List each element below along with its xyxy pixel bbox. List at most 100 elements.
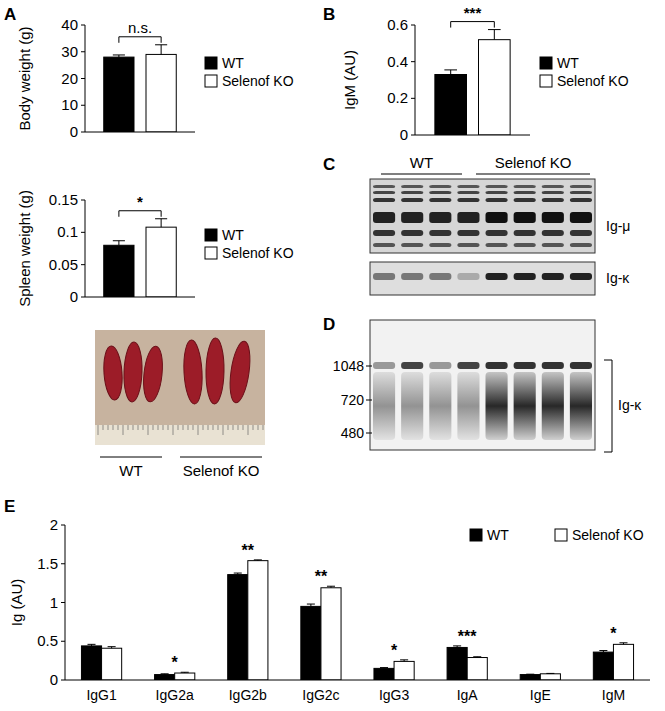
ruler-tick: [258, 425, 259, 430]
band: [570, 212, 592, 223]
blot-mu: [370, 179, 595, 253]
x-axis: [415, 135, 530, 136]
significance: **: [315, 568, 328, 585]
ruler-tick: [113, 425, 114, 430]
error-cap: [380, 667, 388, 668]
error-cap: [546, 673, 554, 674]
marker-label: 1048: [333, 358, 364, 374]
band: [457, 230, 479, 236]
ruler-tick: [188, 425, 189, 430]
bar: [102, 648, 122, 680]
band: [514, 198, 536, 202]
error-bar: [526, 674, 534, 675]
y-axis-label: Ig (AU): [8, 579, 25, 627]
significance: ***: [464, 4, 482, 21]
band: [373, 185, 395, 188]
group-line: [100, 457, 162, 458]
significance: *: [172, 654, 179, 671]
band: [429, 230, 451, 236]
y-tick-label: 0.2: [387, 89, 408, 106]
error-cap: [155, 218, 167, 219]
error-bar: [444, 70, 457, 75]
spleen: [123, 342, 143, 403]
error-bar: [307, 604, 315, 606]
marker-label: 480: [341, 425, 365, 441]
ruler-tick: [168, 425, 169, 430]
error-line: [450, 70, 451, 75]
band: [514, 185, 536, 188]
ruler-tick: [173, 425, 174, 435]
y-tick-label: 0.05: [49, 256, 78, 273]
group-line: [180, 457, 262, 458]
band: [570, 185, 592, 188]
error-bar: [400, 660, 408, 662]
band: [429, 191, 451, 194]
error-cap: [155, 44, 167, 45]
legend-swatch: [540, 57, 552, 69]
error-bar: [546, 673, 554, 674]
x-tick-label: IgG2b: [229, 687, 267, 703]
y-tick-label: 0.1: [57, 223, 78, 240]
legend-swatch: [540, 75, 552, 87]
group-label: WT: [410, 154, 433, 171]
error-cap: [599, 650, 607, 651]
smear: [429, 372, 451, 440]
band: [373, 212, 395, 223]
y-tick-label: 20: [61, 70, 78, 87]
error-bar: [380, 667, 388, 669]
band: [542, 212, 564, 223]
significance: ***: [458, 628, 477, 645]
band: [401, 273, 423, 280]
y-tick-label: 40: [61, 16, 78, 33]
error-cap: [400, 659, 408, 660]
gel: [370, 320, 595, 450]
band: [486, 185, 508, 188]
error-bar: [108, 647, 116, 649]
band-label: Ig-κ: [606, 270, 630, 286]
legend-swatch: [470, 529, 482, 541]
bar: [175, 673, 195, 680]
y-tick-label: 10: [61, 96, 78, 113]
error-cap: [113, 240, 125, 241]
y-axis-label: Body weight (g): [16, 26, 33, 130]
y-tick-label: 0.15: [49, 191, 78, 208]
ruler-tick: [163, 425, 164, 430]
y-tick-label: 0.5: [37, 632, 58, 649]
x-tick-label: IgA: [457, 687, 479, 703]
bar-chart: 00.20.40.6IgM (AU)WTSelenof KO***: [341, 4, 629, 143]
legend-label: Selenof KO: [222, 73, 294, 89]
error-cap: [181, 672, 189, 673]
band: [373, 230, 395, 236]
significance: **: [242, 542, 255, 559]
x-tick-label: IgE: [530, 687, 551, 703]
band: [514, 243, 536, 247]
legend: WTSelenof KO: [470, 527, 644, 543]
band: [457, 362, 479, 369]
bar: [228, 575, 248, 680]
error-bar: [155, 219, 167, 227]
panel-label: C: [323, 155, 335, 174]
band: [486, 273, 508, 280]
panel-label: E: [4, 497, 15, 516]
error-line: [118, 241, 119, 246]
band: [542, 230, 564, 236]
error-cap: [161, 673, 169, 674]
error-bar: [161, 673, 169, 675]
y-tick: [81, 78, 85, 79]
legend-swatch: [555, 529, 567, 541]
error-line: [161, 219, 162, 227]
band: [570, 230, 592, 236]
band: [486, 198, 508, 202]
bar: [104, 245, 134, 297]
smear: [457, 372, 479, 440]
significance: n.s.: [128, 19, 152, 36]
smear: [401, 372, 423, 440]
ruler-tick: [208, 425, 209, 430]
x-tick-label: IgG1: [86, 687, 117, 703]
error-cap: [307, 604, 315, 605]
y-axis-label: IgM (AU): [341, 50, 358, 110]
y-tick-label: 0: [400, 126, 408, 143]
y-tick: [411, 135, 415, 136]
y-tick-label: 0.6: [387, 16, 408, 33]
error-cap: [444, 69, 457, 70]
